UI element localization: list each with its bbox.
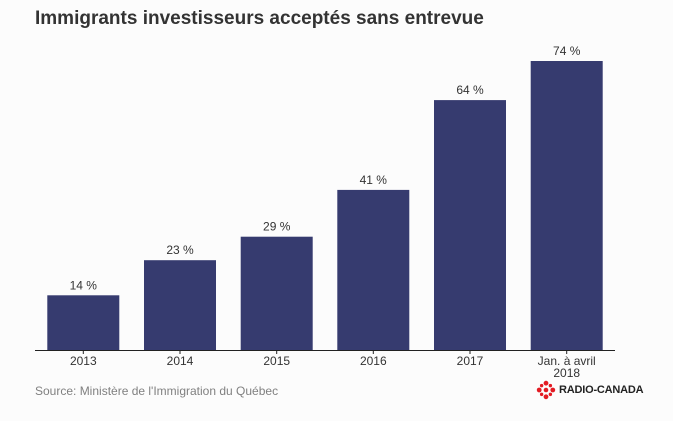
x-tick-label: 2013 <box>70 354 97 368</box>
x-tick-label: 2014 <box>167 354 194 368</box>
x-tick-label: 2018 <box>553 366 580 380</box>
bar-2017 <box>434 100 506 350</box>
bar-2015 <box>240 236 313 350</box>
bar-Jan. à avril 2018 <box>530 61 603 350</box>
value-label: 64 % <box>456 83 484 97</box>
value-label: 23 % <box>166 243 194 257</box>
source-note: Source: Ministère de l'Immigration du Qu… <box>35 384 279 398</box>
chart-title: Immigrants investisseurs acceptés sans e… <box>35 8 484 29</box>
x-tick-label: 2017 <box>457 354 484 368</box>
x-tick-label: Jan. à avril <box>538 354 596 368</box>
brand-name: RADIO-CANADA <box>559 384 644 396</box>
bar-2014 <box>144 260 216 350</box>
gem-center-dot <box>543 387 549 393</box>
gem-dot <box>548 383 553 388</box>
value-label: 29 % <box>263 220 291 234</box>
brand-logo: RADIO-CANADA <box>536 380 644 400</box>
gem-dot <box>539 392 544 397</box>
gem-dot <box>548 392 553 397</box>
value-label: 41 % <box>360 173 388 187</box>
value-label: 14 % <box>70 278 98 292</box>
radio-canada-gem-icon <box>536 380 556 400</box>
gem-dot <box>543 380 549 386</box>
gem-dot <box>550 387 556 393</box>
gem-dot <box>543 394 549 400</box>
x-tick-label: 2015 <box>263 354 290 368</box>
bar-2016 <box>337 189 410 350</box>
gem-dot <box>539 383 544 388</box>
gem-dot <box>536 387 542 393</box>
x-tick-label: 2016 <box>360 354 387 368</box>
value-label: 74 % <box>553 44 581 58</box>
bar-2013 <box>47 295 120 350</box>
